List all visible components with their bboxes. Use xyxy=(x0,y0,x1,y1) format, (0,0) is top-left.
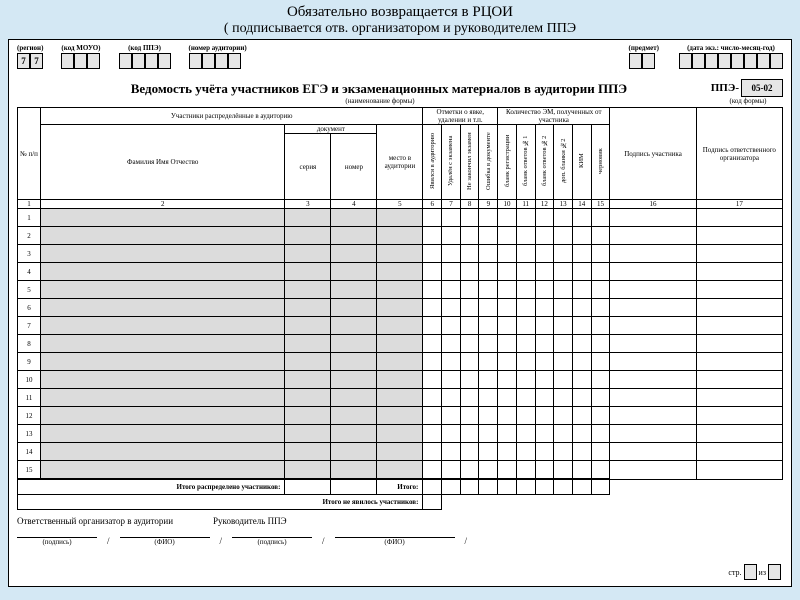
input-box xyxy=(215,53,228,69)
page-title-2: ( подписывается отв. организатором и рук… xyxy=(0,21,800,37)
input-box xyxy=(757,53,770,69)
table-row: 1 xyxy=(18,209,783,227)
col-npp: № п/п xyxy=(18,108,41,200)
input-box xyxy=(74,53,87,69)
totals-1: Итого распределено участников: xyxy=(18,479,285,495)
subj-label: (предмет) xyxy=(629,44,659,52)
mouo-boxes xyxy=(61,53,100,69)
col-em2: бланк ответов №1 xyxy=(516,125,535,200)
form-title: Ведомость учёта участников ЕГЭ и экзамен… xyxy=(47,81,711,97)
input-box xyxy=(87,53,100,69)
region-boxes: 7 7 xyxy=(17,53,43,69)
input-box xyxy=(770,53,783,69)
input-box xyxy=(629,53,642,69)
table-row: 13 xyxy=(18,425,783,443)
input-box xyxy=(744,53,757,69)
input-box xyxy=(61,53,74,69)
input-box xyxy=(132,53,145,69)
col-participants: Участники распределённые в аудиторию xyxy=(41,108,423,125)
col-marks: Отметки о явке, удалении и т.п. xyxy=(423,108,498,125)
org-label: Ответственный организатор в аудитории xyxy=(17,516,173,526)
region-box: 7 xyxy=(30,53,43,69)
input-box xyxy=(731,53,744,69)
mouo-label: (код МОУО) xyxy=(61,44,100,52)
col-em4: доп. бланки №2 xyxy=(554,125,573,200)
form-code: 05-02 xyxy=(741,79,783,97)
page-indicator: стр. из xyxy=(728,564,781,580)
input-box xyxy=(718,53,731,69)
col-sig-org: Подпись ответственного организатора xyxy=(696,108,782,200)
table-row: 2 xyxy=(18,227,783,245)
date-label: (дата экз.: число-месяц-год) xyxy=(679,44,783,52)
input-box xyxy=(679,53,692,69)
totals-2: Итого: xyxy=(377,479,423,495)
col-sig-part: Подпись участника xyxy=(610,108,696,200)
table-row: 4 xyxy=(18,263,783,281)
date-boxes xyxy=(679,53,783,69)
col-fio: Фамилия Имя Отчество xyxy=(41,125,285,200)
top-fields: (регион) 7 7 (код МОУО) (код ППЭ) (номер… xyxy=(17,44,783,69)
col-mark1: Явился в аудиторию xyxy=(423,125,442,200)
col-doc-number: номер xyxy=(331,134,377,200)
col-mark2: Удалён с экзамена xyxy=(442,125,461,200)
region-box: 7 xyxy=(17,53,30,69)
region-label: (регион) xyxy=(17,44,43,52)
input-box xyxy=(158,53,171,69)
col-em3: бланк ответов №2 xyxy=(535,125,554,200)
input-box xyxy=(145,53,158,69)
table-row: 8 xyxy=(18,335,783,353)
table-row: 15 xyxy=(18,461,783,480)
input-box xyxy=(642,53,655,69)
subhead-center: (наименование формы) xyxy=(47,97,713,105)
col-em1: бланк регистрации xyxy=(498,125,517,200)
col-em6: черновик xyxy=(591,125,610,200)
col-doc-series: серия xyxy=(285,134,331,200)
table-row: 11 xyxy=(18,389,783,407)
signature-area: Ответственный организатор в аудитории Ру… xyxy=(17,516,783,546)
col-em: Количество ЭМ, полученных от участника xyxy=(498,108,610,125)
table-row: 12 xyxy=(18,407,783,425)
input-box xyxy=(705,53,718,69)
subj-boxes xyxy=(629,53,659,69)
ppe-label: (код ППЭ) xyxy=(119,44,171,52)
aud-boxes xyxy=(189,53,247,69)
totals-3: Итого не явилось участников: xyxy=(18,495,423,510)
col-em5: КИМ xyxy=(572,125,591,200)
table-row: 6 xyxy=(18,299,783,317)
input-box xyxy=(228,53,241,69)
page-title-1: Обязательно возвращается в РЦОИ xyxy=(0,0,800,21)
table-row: 3 xyxy=(18,245,783,263)
input-box xyxy=(189,53,202,69)
main-table: № п/п Участники распределённые в аудитор… xyxy=(17,107,783,510)
col-place: место в аудито­рии xyxy=(377,125,423,200)
form-sheet: (регион) 7 7 (код МОУО) (код ППЭ) (номер… xyxy=(8,39,792,587)
aud-label: (номер аудитории) xyxy=(189,44,247,52)
table-row: 5 xyxy=(18,281,783,299)
form-code-prefix: ППЭ- xyxy=(711,82,739,94)
col-doc: документ xyxy=(285,125,377,134)
input-box xyxy=(119,53,132,69)
col-mark4: Ошибка в документе xyxy=(479,125,498,200)
ppe-boxes xyxy=(119,53,171,69)
table-row: 10 xyxy=(18,371,783,389)
table-row: 9 xyxy=(18,353,783,371)
table-row: 7 xyxy=(18,317,783,335)
head-label: Руководитель ППЭ xyxy=(213,516,286,526)
subhead-right: (код формы) xyxy=(713,97,783,105)
col-mark3: Не закончил экзамен xyxy=(460,125,479,200)
input-box xyxy=(692,53,705,69)
table-row: 14 xyxy=(18,443,783,461)
input-box xyxy=(202,53,215,69)
